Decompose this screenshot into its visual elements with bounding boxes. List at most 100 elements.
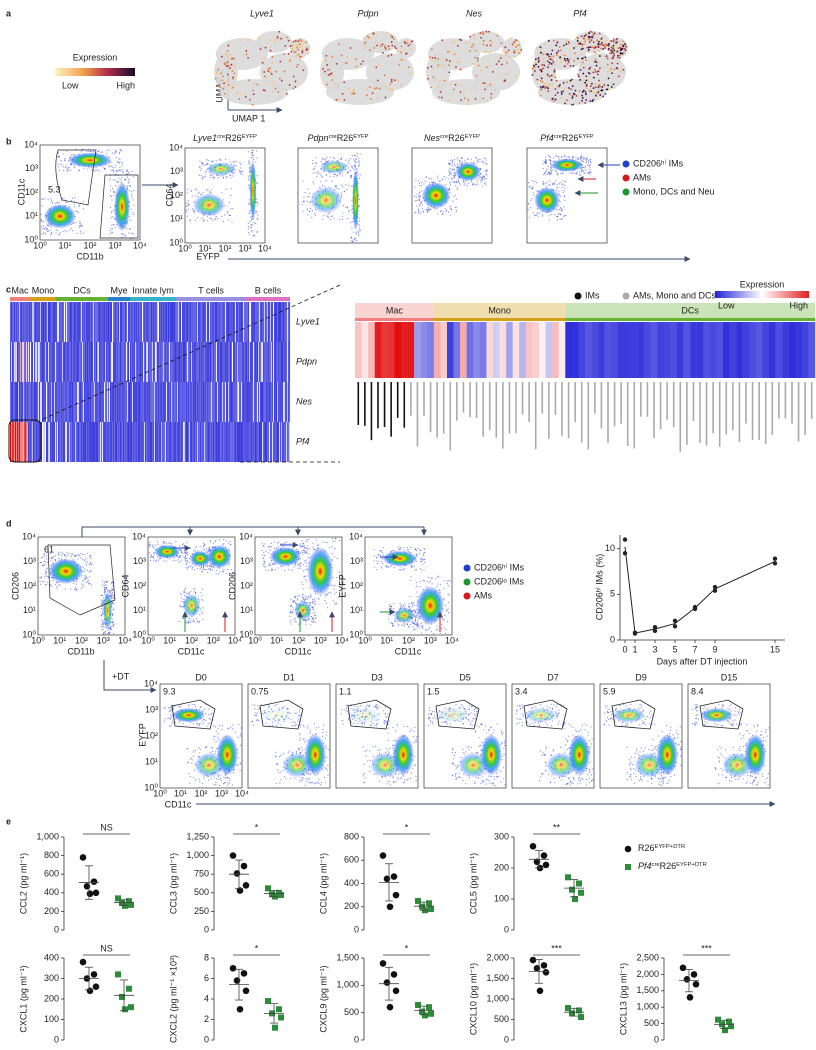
heatmap-cell (11, 382, 13, 422)
umap-cell (587, 50, 590, 53)
flow-event (479, 176, 481, 178)
umap-cell (534, 68, 537, 71)
heatmap-cell (186, 302, 188, 342)
heatmap-cell (231, 382, 233, 422)
gate (99, 174, 139, 239)
flow-event (225, 158, 227, 160)
heatmap-cell (21, 302, 23, 342)
flow-event (64, 588, 66, 590)
flow-event (112, 619, 114, 621)
heatmap-cell (133, 302, 135, 342)
heatmap-cell (229, 342, 231, 382)
heatmap-cell (122, 302, 124, 342)
umap-cell (232, 77, 234, 80)
flow-event (556, 215, 558, 218)
umap-cell (218, 83, 220, 86)
heatmap-cell (177, 302, 179, 342)
umap-cell (549, 58, 552, 60)
heatmap-cell (273, 422, 275, 462)
flow-event (431, 181, 433, 183)
heatmap-cell (194, 342, 196, 382)
umap-cell (374, 41, 377, 44)
flow-event (194, 189, 196, 191)
flow-event (313, 168, 316, 170)
heatmap-cell (263, 382, 265, 422)
umap-cell (599, 82, 601, 85)
heatmap-cell (420, 322, 428, 378)
heatmap-cell (270, 342, 272, 382)
flow-event (121, 162, 124, 164)
flow-event (199, 160, 201, 162)
heatmap-cell (212, 422, 214, 462)
flow-event (352, 220, 354, 223)
flow-event (119, 166, 121, 168)
heatmap-cell (81, 302, 83, 342)
umap-cell (376, 97, 379, 100)
flow-event (350, 236, 352, 238)
umap-cell (589, 30, 592, 33)
heatmap-cell (62, 342, 64, 382)
heatmap-cell (118, 342, 120, 382)
flow-event (548, 159, 551, 161)
heatmap-cell (113, 422, 115, 462)
umap-cell (444, 60, 447, 63)
umap-cell (427, 77, 429, 80)
heatmap-cell (260, 382, 262, 422)
heatmap-cell (174, 422, 176, 462)
heatmap-cell (56, 422, 58, 462)
heatmap-cell (21, 422, 23, 462)
umap-cell (624, 44, 627, 47)
heatmap-cell (795, 322, 803, 378)
flow-event (71, 197, 74, 199)
umap-cell (613, 86, 616, 89)
flow-event (314, 214, 316, 216)
heatmap-cell (41, 302, 43, 342)
umap-cell (259, 48, 262, 51)
umap-cell (277, 91, 280, 93)
heatmap-cell (13, 302, 15, 342)
flow-event (357, 233, 359, 235)
heatmap-cell (657, 322, 665, 378)
umap-cell (540, 51, 542, 54)
flow-event (197, 621, 199, 623)
heatmap-cell (257, 382, 259, 422)
umap-cell (575, 45, 577, 48)
flow-event (80, 151, 82, 153)
heatmap-cell (175, 422, 177, 462)
heatmap-cell (154, 422, 156, 462)
heatmap-cell (224, 302, 226, 342)
heatmap-cell (98, 382, 100, 422)
heatmap-cell (289, 302, 291, 342)
flow-event (118, 162, 121, 164)
flow-event (454, 185, 456, 187)
umap-cell (517, 40, 520, 43)
umap-cell (463, 97, 466, 100)
umap-cell (328, 68, 331, 71)
umap-cell (546, 73, 549, 76)
umap-cell (549, 55, 552, 58)
flow-event (358, 165, 360, 168)
flow-event (187, 188, 189, 190)
flow-event (130, 208, 132, 210)
flow-event (351, 212, 353, 214)
flow-event (353, 165, 355, 167)
flow-event (335, 173, 337, 175)
heatmap-cell (214, 302, 216, 342)
heatmap-cell (220, 422, 222, 462)
flow-event (247, 228, 249, 230)
flow-event (191, 568, 193, 570)
flow-event (107, 164, 109, 166)
flow-event (102, 621, 104, 623)
y-axis-label: CD11c (16, 178, 26, 205)
umap-cell (539, 79, 542, 82)
heatmap-cell (164, 382, 166, 422)
heatmap-cell (20, 302, 22, 342)
heatmap-cell (110, 302, 112, 342)
flow-event (199, 568, 201, 570)
heatmap-cell (227, 342, 229, 382)
flow-event (102, 620, 105, 622)
heatmap-cell (26, 302, 28, 342)
heatmap-cell (168, 302, 170, 342)
heatmap-cell (49, 422, 51, 462)
heatmap-cell (617, 322, 625, 378)
